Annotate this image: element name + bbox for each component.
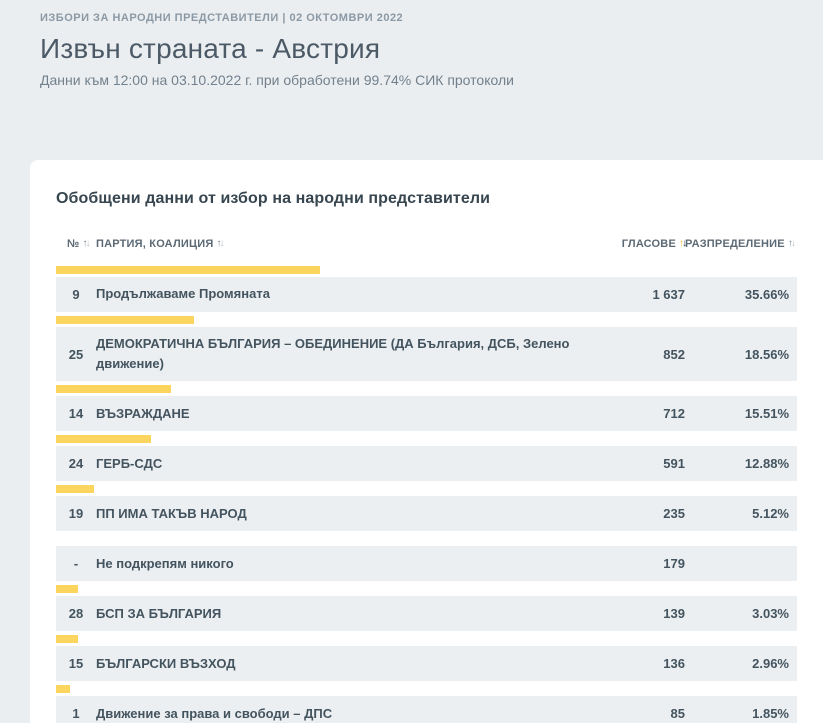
share-bar bbox=[56, 635, 78, 644]
share-bar-track bbox=[56, 266, 797, 274]
sort-arrows-icon: ↑↓ bbox=[82, 238, 90, 249]
row-party: ВЪЗРАЖДАНЕ bbox=[96, 405, 190, 421]
share-bar bbox=[56, 266, 321, 274]
column-header-share-label: РАЗПРЕДЕЛЕНИЕ bbox=[685, 238, 785, 250]
result-row-group: 1 Движение за права и свободи – ДПС 85 1… bbox=[56, 685, 797, 723]
share-bar-track bbox=[56, 435, 797, 444]
section-title: Обобщени данни от избор на народни предс… bbox=[56, 190, 491, 207]
row-votes: 852 bbox=[663, 346, 685, 362]
results-card: Обобщени данни от избор на народни предс… bbox=[30, 160, 823, 723]
row-party: Движение за права и свободи – ДПС bbox=[96, 705, 333, 721]
result-row-group: 28 БСП ЗА БЪЛГАРИЯ 139 3.03% bbox=[56, 585, 797, 632]
column-header-votes-label: ГЛАСОВЕ bbox=[621, 238, 676, 250]
breadcrumb: ИЗБОРИ ЗА НАРОДНИ ПРЕДСТАВИТЕЛИ | 02 ОКТ… bbox=[40, 12, 404, 24]
row-share: 35.66% bbox=[744, 287, 789, 302]
row-number: - bbox=[73, 556, 79, 572]
row-share: 5.12% bbox=[752, 506, 789, 522]
row-share: 18.56% bbox=[744, 346, 789, 362]
share-bar bbox=[56, 485, 94, 494]
row-votes: 85 bbox=[670, 706, 685, 722]
table-row: 9 Продължаваме Промяната 1 637 35.66% bbox=[56, 277, 797, 312]
results-table-header: № ↑↓ ПАРТИЯ, КОАЛИЦИЯ ↑↓ ГЛАСОВЕ ↑↓ РАЗПРЕД… bbox=[56, 236, 797, 252]
row-share: 1.85% bbox=[752, 706, 789, 722]
row-votes: 1 637 bbox=[652, 287, 685, 302]
sort-arrows-icon: ↑↓ bbox=[216, 238, 224, 249]
result-row-group: 24 ГЕРБ-СДС 591 12.88% bbox=[56, 435, 797, 482]
row-number: 15 bbox=[68, 656, 84, 672]
page-title: Извън страната - Австрия bbox=[40, 33, 381, 64]
column-header-votes[interactable]: ГЛАСОВЕ ↑↓ bbox=[590, 238, 687, 250]
share-bar-track bbox=[56, 385, 797, 394]
column-header-number-label: № bbox=[67, 238, 80, 250]
row-votes: 179 bbox=[663, 556, 685, 572]
share-bar-track bbox=[56, 685, 797, 694]
table-row: 19 ПП ИМА ТАКЪВ НАРОД 235 5.12% bbox=[56, 496, 797, 532]
column-header-number[interactable]: № ↑↓ bbox=[56, 238, 96, 250]
share-bar-track bbox=[56, 535, 797, 543]
row-share: 12.88% bbox=[744, 456, 789, 472]
row-party: БСП ЗА БЪЛГАРИЯ bbox=[96, 605, 222, 621]
row-votes: 591 bbox=[663, 456, 685, 472]
row-share: 15.51% bbox=[744, 406, 789, 422]
row-number: 19 bbox=[68, 506, 84, 522]
row-votes: 712 bbox=[663, 406, 685, 422]
row-share: 2.96% bbox=[752, 656, 789, 672]
row-party: Не подкрепям никого bbox=[96, 555, 234, 571]
sort-arrows-icon: ↑↓ bbox=[679, 238, 687, 249]
row-votes: 235 bbox=[663, 506, 685, 522]
table-row: - Не подкрепям никого 179 bbox=[56, 546, 797, 582]
result-row-group: 9 Продължаваме Промяната 1 637 35.66% bbox=[56, 266, 797, 312]
share-bar-track bbox=[56, 585, 797, 594]
result-row-group: 15 БЪЛГАРСКИ ВЪЗХОД 136 2.96% bbox=[56, 635, 797, 682]
column-header-party[interactable]: ПАРТИЯ, КОАЛИЦИЯ ↑↓ bbox=[96, 238, 590, 250]
sort-arrows-icon: ↑↓ bbox=[787, 238, 796, 249]
column-header-party-label: ПАРТИЯ, КОАЛИЦИЯ bbox=[96, 238, 214, 250]
row-share: 3.03% bbox=[752, 606, 789, 622]
row-party: Продължаваме Промяната bbox=[96, 286, 270, 302]
share-bar bbox=[56, 435, 152, 444]
data-status: Данни към 12:00 на 03.10.2022 г. при обр… bbox=[40, 72, 514, 88]
result-row-group: - Не подкрепям никого 179 bbox=[56, 535, 797, 582]
row-party: ПП ИМА ТАКЪВ НАРОД bbox=[96, 505, 247, 521]
result-row-group: 14 ВЪЗРАЖДАНЕ 712 15.51% bbox=[56, 385, 797, 432]
row-number: 1 bbox=[72, 706, 80, 722]
row-votes: 139 bbox=[663, 606, 685, 622]
share-bar bbox=[56, 585, 79, 594]
table-row: 25 ДЕМОКРАТИЧНА БЪЛГАРИЯ – ОБЕДИНЕНИЕ (Д… bbox=[56, 327, 797, 382]
result-row-group: 19 ПП ИМА ТАКЪВ НАРОД 235 5.12% bbox=[56, 485, 797, 532]
row-party: ГЕРБ-СДС bbox=[96, 455, 163, 471]
share-bar-track bbox=[56, 635, 797, 644]
row-party: ДЕМОКРАТИЧНА БЪЛГАРИЯ – ОБЕДИНЕНИЕ (ДА Б… bbox=[96, 336, 570, 372]
result-row-group: 25 ДЕМОКРАТИЧНА БЪЛГАРИЯ – ОБЕДИНЕНИЕ (Д… bbox=[56, 316, 797, 382]
column-header-share[interactable]: РАЗПРЕДЕЛЕНИЕ ↑↓ bbox=[685, 238, 797, 250]
table-row: 14 ВЪЗРАЖДАНЕ 712 15.51% bbox=[56, 396, 797, 432]
page-header: ИЗБОРИ ЗА НАРОДНИ ПРЕДСТАВИТЕЛИ | 02 ОКТ… bbox=[40, 12, 783, 88]
table-row: 1 Движение за права и свободи – ДПС 85 1… bbox=[56, 696, 797, 723]
row-number: 25 bbox=[68, 346, 84, 362]
share-bar bbox=[56, 385, 171, 394]
results-table: № ↑↓ ПАРТИЯ, КОАЛИЦИЯ ↑↓ ГЛАСОВЕ ↑↓ РАЗПРЕД… bbox=[56, 236, 797, 723]
share-bar bbox=[56, 316, 194, 324]
row-number: 24 bbox=[68, 456, 84, 472]
share-bar bbox=[56, 685, 70, 694]
table-row: 15 БЪЛГАРСКИ ВЪЗХОД 136 2.96% bbox=[56, 646, 797, 682]
table-row: 28 БСП ЗА БЪЛГАРИЯ 139 3.03% bbox=[56, 596, 797, 632]
row-number: 28 bbox=[68, 606, 84, 622]
share-bar-track bbox=[56, 316, 797, 324]
row-votes: 136 bbox=[663, 656, 685, 672]
results-table-body: 9 Продължаваме Промяната 1 637 35.66% 25… bbox=[56, 266, 797, 723]
row-number: 9 bbox=[72, 287, 80, 302]
row-party: БЪЛГАРСКИ ВЪЗХОД bbox=[96, 655, 236, 671]
row-number: 14 bbox=[68, 406, 84, 422]
table-row: 24 ГЕРБ-СДС 591 12.88% bbox=[56, 446, 797, 482]
share-bar-track bbox=[56, 485, 797, 494]
